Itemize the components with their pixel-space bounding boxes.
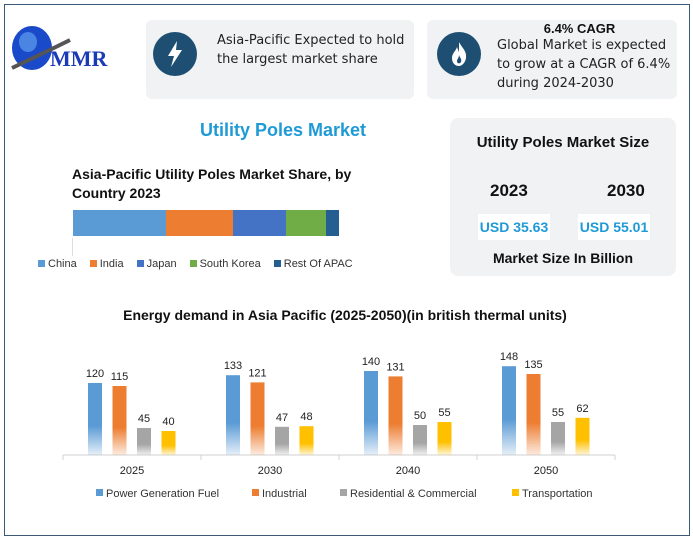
share-segment-china bbox=[73, 210, 167, 236]
energy-bar-chart: 2025 120 115 45 40 2030 133 121 47 48 2040 140 131 50… bbox=[62, 351, 616, 500]
data-label: 50 bbox=[414, 410, 426, 422]
x-tick-label: 2025 bbox=[120, 465, 144, 477]
legend-swatch bbox=[136, 260, 144, 267]
legend-swatch bbox=[512, 489, 519, 496]
legend-swatch bbox=[189, 260, 197, 267]
svg-text:MMR: MMR bbox=[50, 46, 109, 71]
cagr-card: 6.4% CAGR Global Market is expected to g… bbox=[427, 20, 677, 99]
frame bbox=[4, 4, 690, 536]
bar-residential-commercial-2040 bbox=[413, 425, 427, 455]
market-size-panel: Utility Poles Market Size 2023 2030 USD … bbox=[450, 118, 676, 276]
x-tick-label: 2050 bbox=[534, 465, 558, 477]
legend-label: Industrial bbox=[262, 488, 307, 500]
energy-chart-title: Energy demand in Asia Pacific (2025-2050… bbox=[123, 307, 567, 323]
x-tick-label: 2040 bbox=[396, 465, 420, 477]
data-label: 40 bbox=[162, 416, 174, 428]
bar-power-generation-fuel-2030 bbox=[226, 375, 240, 455]
share-chart-title: Asia-Pacific Utility Poles Market Share,… bbox=[72, 166, 352, 201]
data-label: 133 bbox=[224, 360, 242, 372]
legend-item: Japan bbox=[136, 258, 177, 270]
legend-label: Japan bbox=[146, 258, 177, 270]
bar-residential-commercial-2050 bbox=[551, 422, 565, 455]
legend-label: China bbox=[48, 258, 77, 270]
bar-power-generation-fuel-2050 bbox=[502, 366, 516, 455]
value-2023: USD 35.63 bbox=[478, 214, 550, 240]
share-segment-japan bbox=[232, 210, 286, 236]
bar-residential-commercial-2025 bbox=[137, 428, 151, 455]
data-label: 55 bbox=[552, 407, 564, 419]
stacked-share-bar bbox=[73, 210, 339, 236]
bar-industrial-2040 bbox=[388, 376, 403, 455]
value-2030: USD 55.01 bbox=[578, 214, 650, 240]
data-label: 131 bbox=[386, 361, 404, 373]
data-label: 148 bbox=[500, 351, 518, 363]
bar-industrial-2050 bbox=[526, 374, 541, 455]
bar-industrial-2030 bbox=[250, 382, 265, 455]
data-label: 45 bbox=[138, 413, 150, 425]
card-text: Global Market is expected to grow at a C… bbox=[497, 38, 671, 91]
data-label: 115 bbox=[111, 371, 129, 383]
legend-swatch bbox=[38, 260, 45, 267]
legend-swatch bbox=[340, 489, 347, 496]
year-2023: 2023 bbox=[490, 181, 528, 200]
legend-label: Rest Of APAC bbox=[283, 258, 353, 270]
data-label: 135 bbox=[524, 359, 542, 371]
bar-power-generation-fuel-2040 bbox=[364, 371, 378, 455]
legend-label: Residential & Commercial bbox=[350, 488, 477, 500]
data-label: 47 bbox=[276, 412, 288, 424]
legend-item: South Korea bbox=[189, 258, 261, 270]
share-segment-south-korea bbox=[285, 210, 326, 236]
bar-transportation-2040 bbox=[437, 422, 452, 455]
largest-market-card: Asia-Pacific Expected to hold the larges… bbox=[146, 20, 414, 99]
data-label: 62 bbox=[576, 403, 588, 415]
card-text: Asia-Pacific Expected to hold the larges… bbox=[217, 33, 405, 67]
bar-transportation-2030 bbox=[299, 426, 314, 455]
legend-item: India bbox=[89, 258, 124, 270]
legend-label: India bbox=[99, 258, 124, 270]
share-segment-rest-of-apac bbox=[325, 210, 339, 236]
market-size-title: Utility Poles Market Size bbox=[476, 134, 650, 151]
data-label: 121 bbox=[248, 367, 266, 379]
legend-swatch bbox=[252, 489, 259, 496]
bar-residential-commercial-2030 bbox=[275, 426, 289, 455]
legend-label: Power Generation Fuel bbox=[106, 488, 219, 500]
share-legend: China India Japan South Korea Rest Of APAC bbox=[38, 258, 353, 270]
data-label: 140 bbox=[362, 356, 380, 368]
share-segment-india bbox=[166, 210, 233, 236]
data-label: 120 bbox=[86, 368, 104, 380]
bar-transportation-2025 bbox=[161, 431, 176, 455]
bar-power-generation-fuel-2025 bbox=[88, 383, 102, 455]
bar-transportation-2050 bbox=[575, 417, 590, 455]
legend-swatch bbox=[89, 260, 97, 267]
data-label: 55 bbox=[438, 407, 450, 419]
legend-label: South Korea bbox=[199, 258, 261, 270]
lightning-icon bbox=[153, 32, 197, 76]
flame-icon bbox=[437, 32, 481, 76]
year-2030: 2030 bbox=[607, 181, 645, 200]
x-tick-label: 2030 bbox=[258, 465, 282, 477]
cagr-heading: 6.4% CAGR bbox=[543, 21, 616, 36]
legend-swatch bbox=[273, 260, 281, 267]
legend-swatch bbox=[96, 489, 103, 496]
data-label: 48 bbox=[300, 411, 312, 423]
legend-label: Transportation bbox=[522, 488, 593, 500]
legend-item: Rest Of APAC bbox=[273, 258, 353, 270]
mmr-logo: MMR bbox=[10, 20, 135, 72]
bar-industrial-2025 bbox=[112, 386, 127, 455]
main-title: Utility Poles Market bbox=[200, 120, 367, 140]
legend-item: China bbox=[38, 258, 77, 270]
market-size-footer: Market Size In Billion bbox=[492, 250, 634, 266]
